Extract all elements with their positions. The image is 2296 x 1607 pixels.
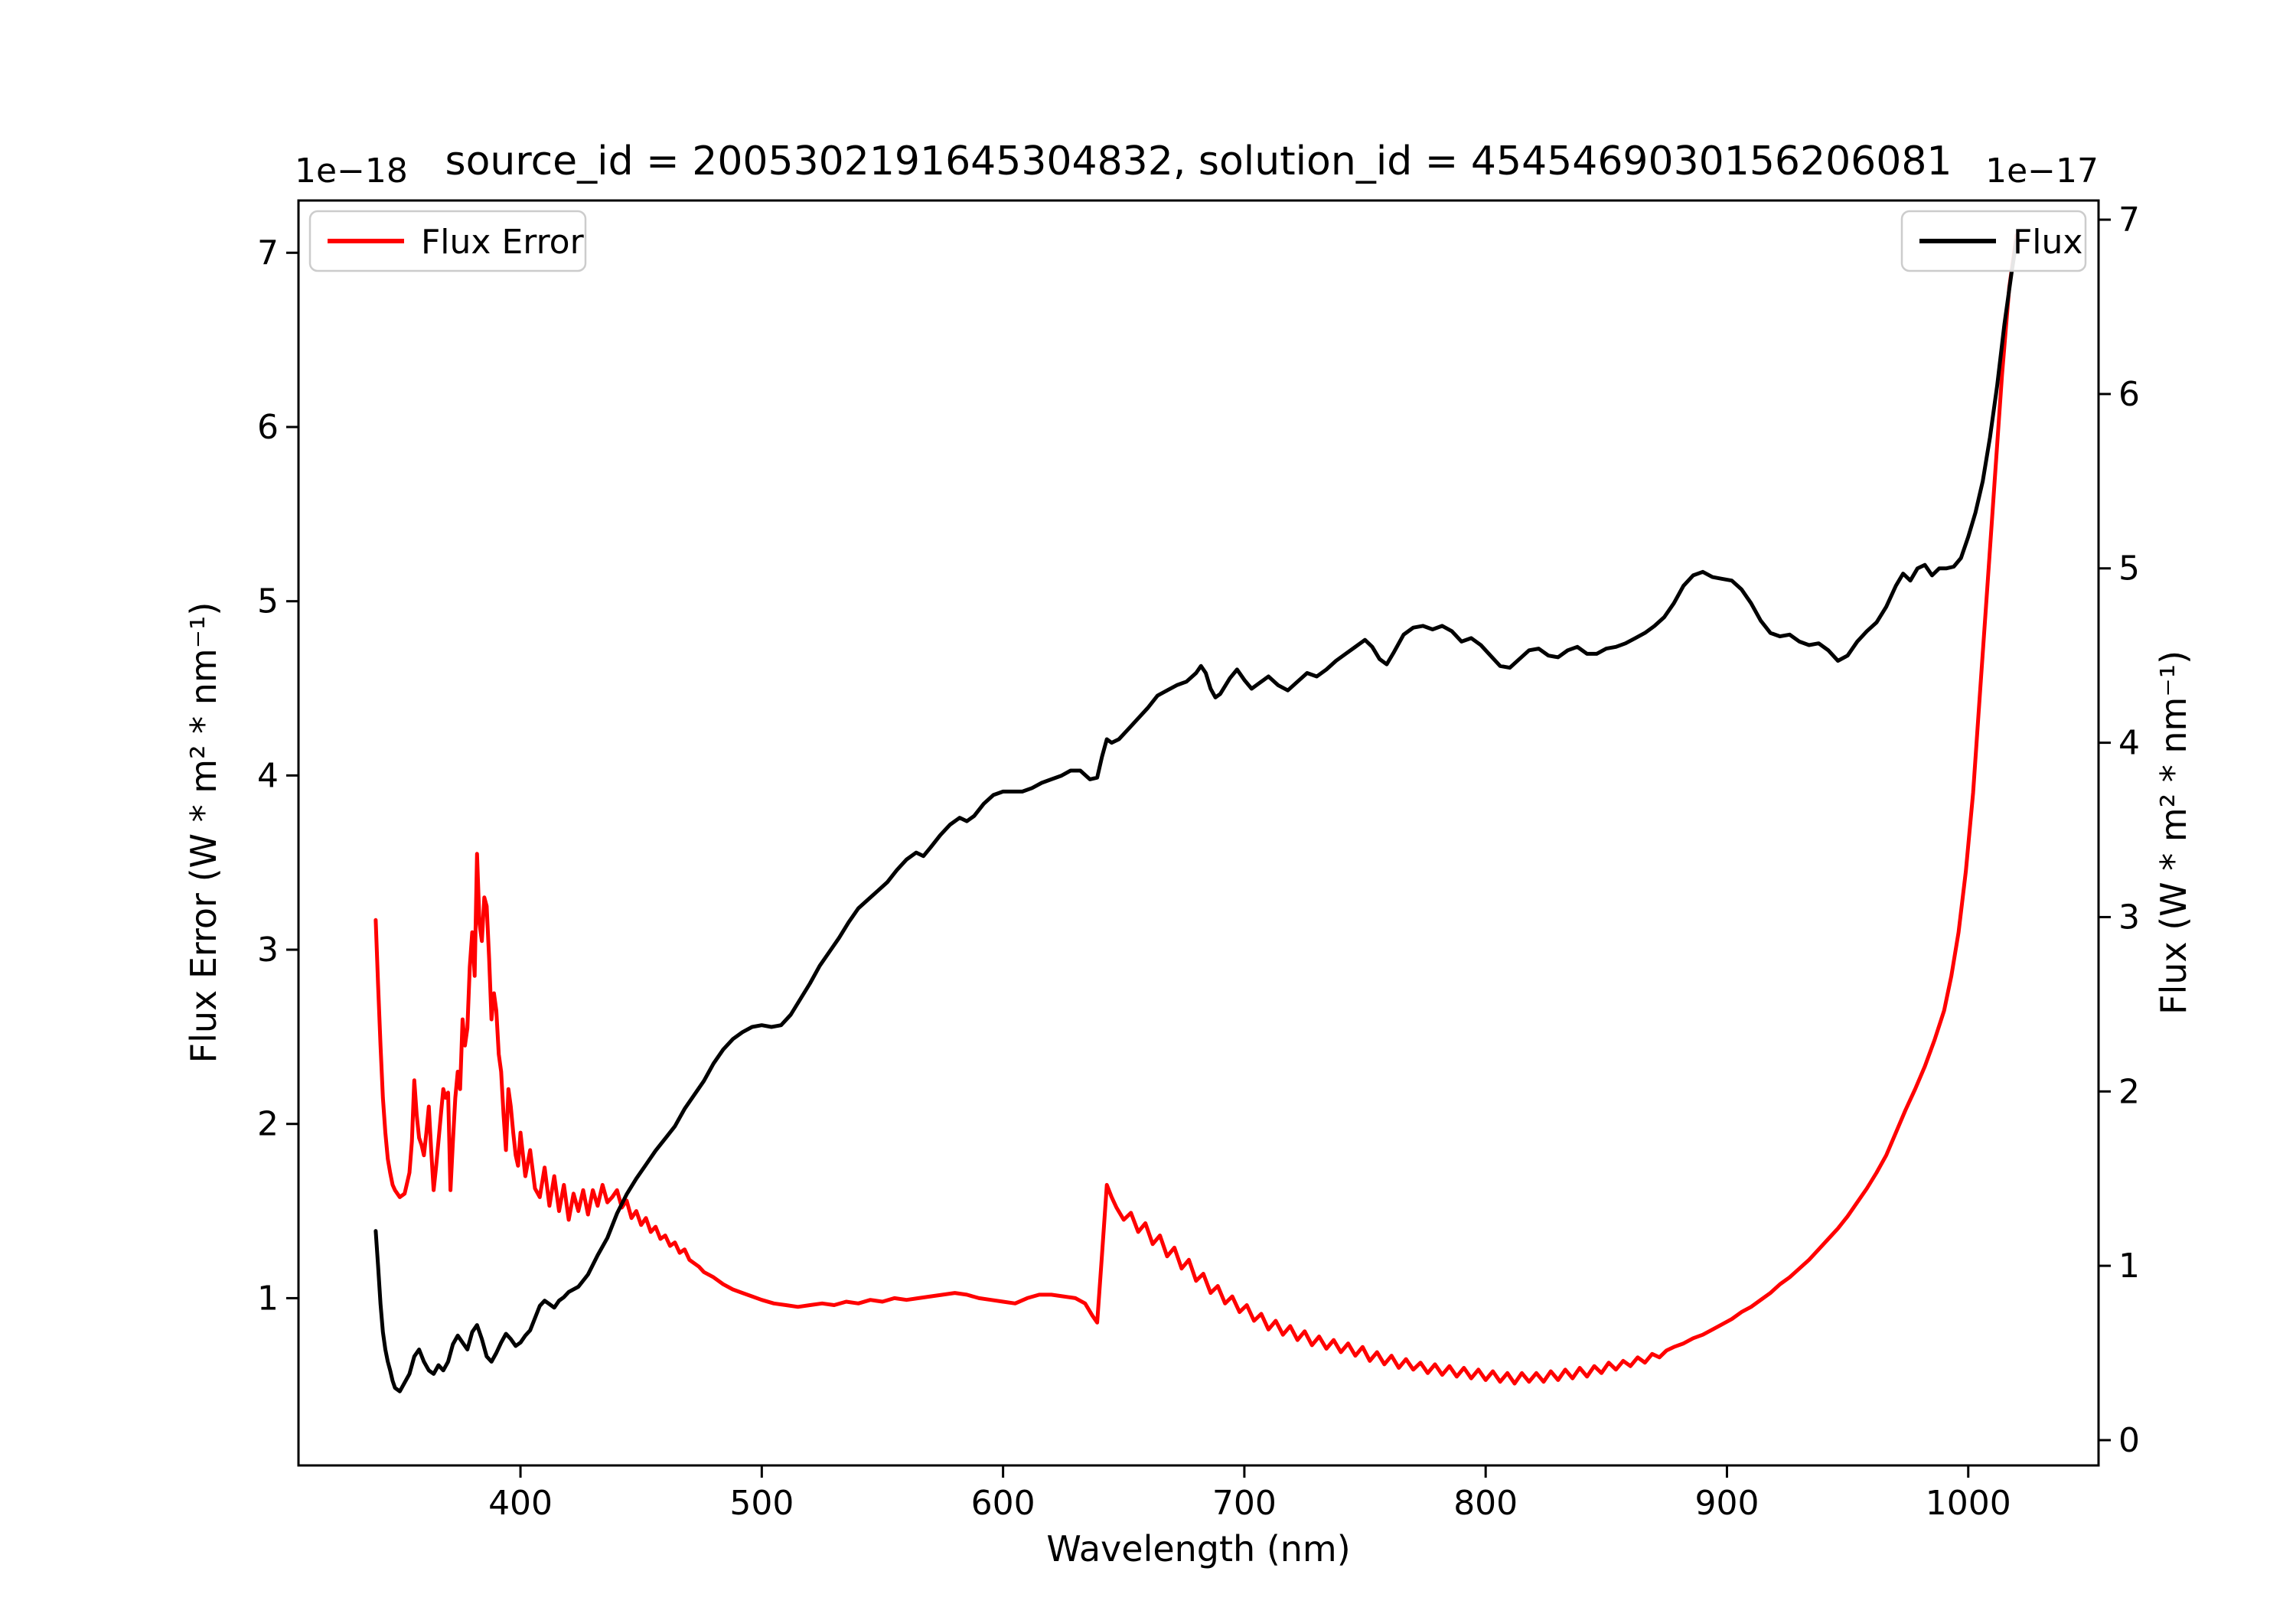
plot-border [297,199,2100,1467]
legend-flux-error-label: Flux Error [421,223,585,262]
right-tick-label: 3 [2118,898,2140,937]
right-tick-label: 7 [2118,200,2140,240]
series-line-flux-error [373,233,2019,1386]
left-tick-label: 3 [257,931,279,970]
left-tick-label: 1 [257,1279,279,1318]
series-line-flux [373,238,2019,1393]
x-tick-label: 600 [971,1484,1035,1523]
left-y-axis-label: Flux Error (W * m² * nm⁻¹) [183,602,224,1064]
x-tick-label: 800 [1453,1484,1518,1523]
right-tick-label: 0 [2118,1421,2140,1460]
right-tick-label: 4 [2118,724,2140,763]
left-tick-label: 6 [257,408,279,447]
x-tick-label: 900 [1694,1484,1759,1523]
left-tick-label: 2 [257,1105,279,1144]
x-axis-ticks: 400 500 600 700 800 900 1000 [488,1465,2011,1523]
right-y-axis-label: Flux (W * m² * nm⁻¹) [2153,650,2194,1015]
legend-flux-label: Flux [2013,223,2082,262]
legend-flux-error: Flux Error [308,210,587,272]
series-group [373,233,2019,1393]
x-tick-label: 400 [488,1484,553,1523]
legend-flux-error-box [308,210,587,272]
right-axis-offset: 1e−17 [1985,152,2099,191]
right-tick-label: 1 [2118,1247,2140,1286]
right-axis-ticks: 0 1 2 3 4 5 6 7 [2099,200,2140,1460]
right-tick-label: 2 [2118,1072,2140,1111]
x-axis-label: Wavelength (nm) [1046,1528,1350,1570]
chart-title: source_id = 2005302191645304832, solutio… [445,139,1952,184]
x-tick-label: 1000 [1926,1484,2011,1523]
left-tick-label: 4 [257,756,279,795]
left-tick-label: 7 [257,233,279,272]
right-tick-label: 5 [2118,549,2140,588]
left-axis-offset: 1e−18 [295,152,408,191]
legend-flux: Flux [1900,210,2087,272]
right-tick-label: 6 [2118,375,2140,414]
left-tick-label: 5 [257,582,279,621]
left-axis-ticks: 1 2 3 4 5 6 7 [257,233,298,1318]
x-tick-label: 700 [1212,1484,1277,1523]
x-tick-label: 500 [729,1484,794,1523]
